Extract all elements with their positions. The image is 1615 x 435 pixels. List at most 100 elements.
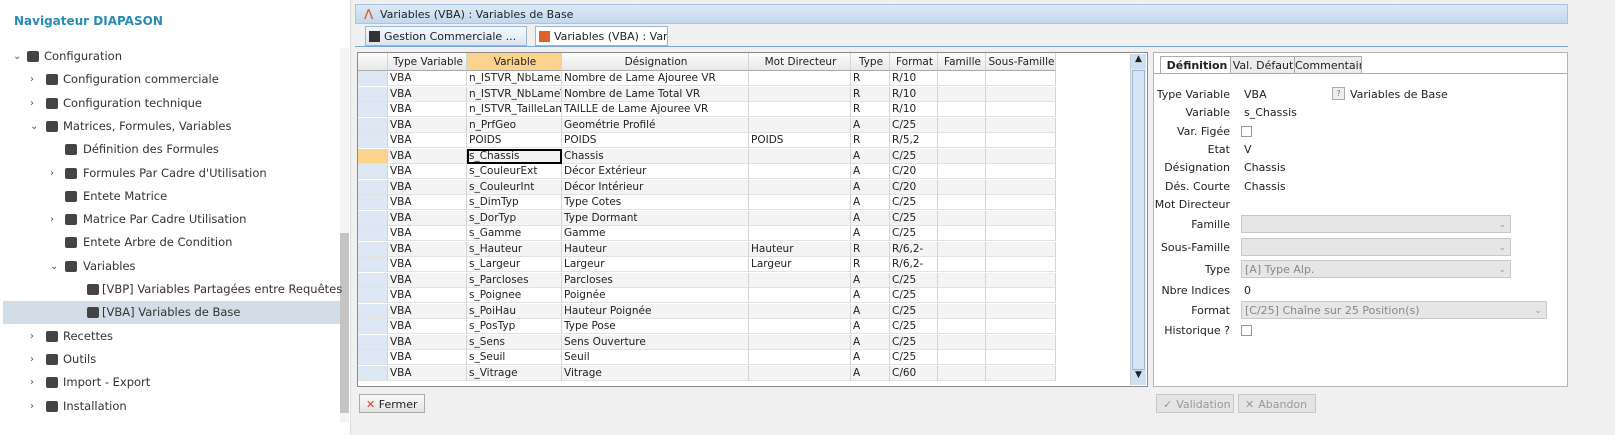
grid-cell[interactable]: Largeur <box>749 257 851 272</box>
tree-item[interactable]: › Outils <box>3 348 340 371</box>
grid-cell[interactable]: C/20 <box>890 179 938 195</box>
grid-cell[interactable] <box>986 365 1056 381</box>
grid-cell[interactable]: s_Poignee <box>467 288 562 303</box>
grid-cell[interactable]: R <box>851 102 890 117</box>
grid-cell[interactable]: VBA <box>388 148 467 164</box>
grid-cell[interactable] <box>986 303 1056 319</box>
grid-cell[interactable]: C/25 <box>890 319 938 334</box>
grid-cell[interactable]: R/10 <box>890 71 938 86</box>
grid-cell[interactable] <box>749 210 851 226</box>
grid-cell[interactable] <box>986 350 1056 365</box>
row-selector[interactable] <box>358 102 388 117</box>
grid-cell[interactable]: s_CouleurExt <box>467 164 562 179</box>
grid-cell[interactable] <box>986 164 1056 179</box>
grid-cell[interactable]: A <box>851 365 890 381</box>
grid-cell[interactable]: R <box>851 86 890 102</box>
grid-cell[interactable]: C/25 <box>890 195 938 210</box>
grid-cell[interactable]: n_ISTVR_NbLameA <box>467 71 562 86</box>
grid-cell[interactable]: VBA <box>388 365 467 381</box>
grid-cell[interactable] <box>986 71 1056 86</box>
row-selector[interactable] <box>358 210 388 226</box>
column-header[interactable]: Format <box>890 53 938 71</box>
grid-cell[interactable] <box>938 303 986 319</box>
grid-cell[interactable]: A <box>851 226 890 241</box>
grid-cell[interactable] <box>986 241 1056 257</box>
grid-cell[interactable] <box>938 365 986 381</box>
grid-cell[interactable] <box>938 164 986 179</box>
row-selector[interactable] <box>358 226 388 241</box>
grid-cell[interactable] <box>749 71 851 86</box>
grid-cell[interactable]: R/5,2 <box>890 133 938 148</box>
grid-cell[interactable]: VBA <box>388 303 467 319</box>
expander[interactable]: › <box>30 74 34 86</box>
row-selector[interactable] <box>358 350 388 365</box>
grid-cell[interactable]: s_PosTyp <box>467 319 562 334</box>
grid-cell[interactable] <box>749 117 851 133</box>
row-selector[interactable] <box>358 303 388 319</box>
grid-cell[interactable]: VBA <box>388 334 467 350</box>
grid-cell[interactable]: R <box>851 133 890 148</box>
grid-cell[interactable] <box>938 350 986 365</box>
grid-cell[interactable]: R <box>851 71 890 86</box>
grid-cell[interactable]: s_Chassis <box>467 148 562 164</box>
grid-cell[interactable]: C/25 <box>890 117 938 133</box>
row-selector[interactable] <box>358 365 388 381</box>
grid-cell[interactable] <box>938 319 986 334</box>
tree-item[interactable]: ⌄ Matrices, Formules, Variables <box>3 115 340 138</box>
detail-tab[interactable]: Définition <box>1160 56 1234 74</box>
grid-cell[interactable]: A <box>851 164 890 179</box>
grid-cell[interactable] <box>986 86 1056 102</box>
grid-cell[interactable]: Parcloses <box>562 272 749 288</box>
grid-cell[interactable] <box>749 350 851 365</box>
grid-cell[interactable]: R/10 <box>890 86 938 102</box>
grid-cell[interactable] <box>938 133 986 148</box>
column-header[interactable]: Sous-Famille <box>986 53 1056 71</box>
expander[interactable]: › <box>30 330 34 342</box>
grid-cell[interactable] <box>986 272 1056 288</box>
row-selector[interactable] <box>358 71 388 86</box>
grid-cell[interactable] <box>749 319 851 334</box>
grid-cell[interactable] <box>938 210 986 226</box>
grid-cell[interactable]: Seuil <box>562 350 749 365</box>
close-button[interactable]: ✕ Fermer <box>359 394 425 413</box>
grid-cell[interactable]: R/6,2- <box>890 241 938 257</box>
grid-cell[interactable]: C/25 <box>890 272 938 288</box>
grid-cell[interactable] <box>938 117 986 133</box>
grid-cell[interactable] <box>749 102 851 117</box>
grid-cell[interactable]: Vitrage <box>562 365 749 381</box>
tree-item[interactable]: Définition des Formules <box>3 138 340 161</box>
grid-cell[interactable]: C/25 <box>890 210 938 226</box>
row-selector[interactable] <box>358 195 388 210</box>
grid-cell[interactable]: VBA <box>388 350 467 365</box>
grid-cell[interactable] <box>938 334 986 350</box>
grid-cell[interactable]: C/25 <box>890 350 938 365</box>
row-selector[interactable] <box>358 288 388 303</box>
grid-cell[interactable] <box>749 226 851 241</box>
grid-cell[interactable]: s_Seuil <box>467 350 562 365</box>
grid-cell[interactable]: Nombre de Lame Ajouree VR <box>562 71 749 86</box>
grid-cell[interactable] <box>938 272 986 288</box>
grid-cell[interactable] <box>938 241 986 257</box>
grid-cell[interactable]: A <box>851 303 890 319</box>
expander[interactable]: › <box>50 214 54 226</box>
tree-item[interactable]: ⌄ Configuration <box>3 45 340 68</box>
grid-cell[interactable]: Nombre de Lame Total VR <box>562 86 749 102</box>
grid-cell[interactable] <box>938 179 986 195</box>
tree-item[interactable]: › Formules Par Cadre d'Utilisation <box>3 162 340 185</box>
grid-cell[interactable]: s_DimTyp <box>467 195 562 210</box>
grid-cell[interactable] <box>938 226 986 241</box>
grid-cell[interactable]: POIDS <box>749 133 851 148</box>
grid-cell[interactable]: VBA <box>388 288 467 303</box>
grid-cell[interactable] <box>749 272 851 288</box>
grid-cell[interactable]: Geométrie Profilé <box>562 117 749 133</box>
grid-cell[interactable]: R/10 <box>890 102 938 117</box>
grid-cell[interactable]: Décor Extérieur <box>562 164 749 179</box>
grid-cell[interactable] <box>986 319 1056 334</box>
grid-cell[interactable]: A <box>851 334 890 350</box>
grid-cell[interactable]: VBA <box>388 319 467 334</box>
grid-cell[interactable]: R <box>851 241 890 257</box>
grid-cell[interactable]: C/25 <box>890 148 938 164</box>
grid-cell[interactable]: A <box>851 319 890 334</box>
grid-cell[interactable]: A <box>851 210 890 226</box>
grid-cell[interactable] <box>986 117 1056 133</box>
